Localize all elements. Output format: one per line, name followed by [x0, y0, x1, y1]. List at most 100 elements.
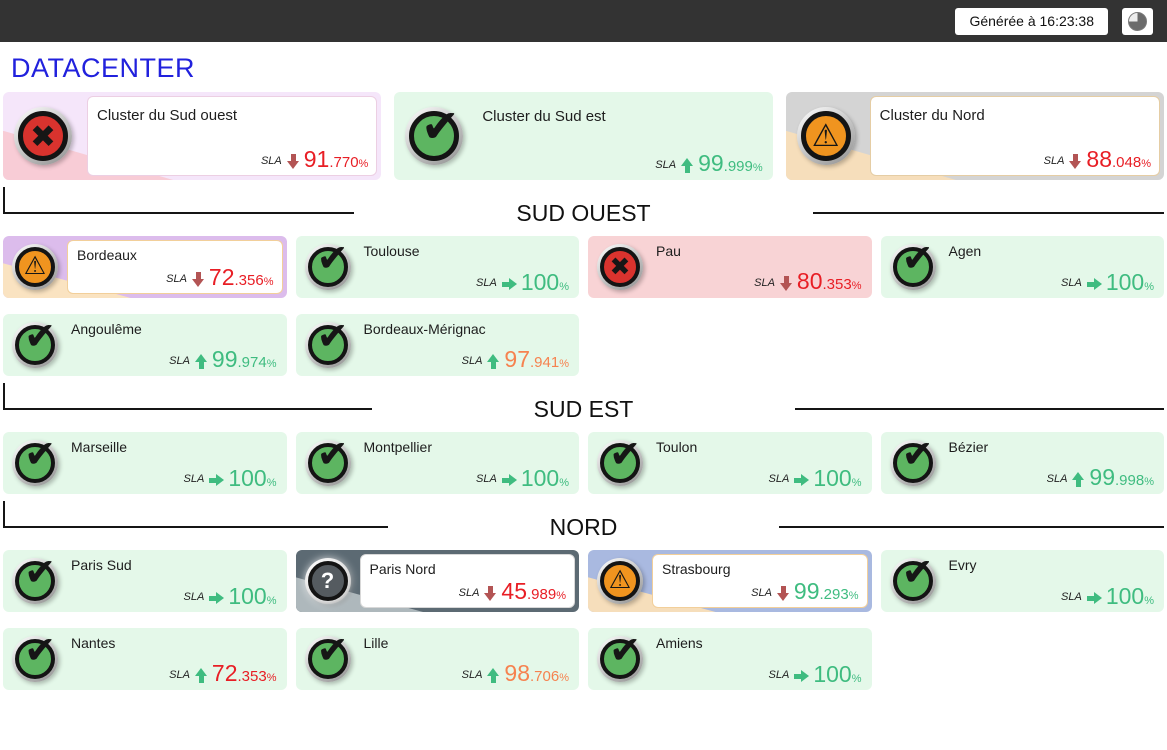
- site-name: Nantes: [71, 635, 116, 651]
- sla-label: SLA: [1061, 277, 1082, 289]
- sla-readout: SLA 72.353%: [169, 661, 276, 685]
- site-status-panel: Toulouse SLA 100%: [360, 236, 580, 298]
- sla-value: 100%: [813, 464, 862, 491]
- sla-value: 97.941%: [504, 346, 569, 372]
- site-status-panel: Paris Sud SLA 100%: [67, 550, 287, 612]
- trend-down-icon: [776, 586, 790, 601]
- site-card-toulouse[interactable]: ✔ Toulouse SLA 100%: [295, 236, 580, 298]
- trend-up-icon: [1072, 472, 1085, 487]
- site-card-amiens[interactable]: ✔ Amiens SLA 100%: [588, 628, 872, 690]
- sla-readout: SLA 99.293%: [751, 578, 859, 604]
- sla-value: 100%: [1105, 268, 1154, 295]
- check-icon: ✔: [304, 632, 351, 682]
- site-card-nantes[interactable]: ✔ Nantes SLA 72.353%: [3, 628, 287, 690]
- trend-steady-icon: [501, 474, 517, 487]
- sla-value: 99.998%: [1089, 464, 1154, 490]
- sla-label: SLA: [169, 669, 190, 681]
- site-name: Pau: [656, 243, 681, 259]
- sla-value: 99.974%: [211, 346, 277, 372]
- error-icon: ✖: [14, 107, 72, 165]
- site-name: Toulouse: [363, 243, 420, 259]
- divider-line: [3, 501, 388, 528]
- sud-ouest-grid: ⚠ Bordeaux SLA 72.356% ✔ Toulouse SLA 10…: [3, 236, 1164, 376]
- site-card-strasbourg[interactable]: ⚠ Strasbourg SLA 99.293%: [588, 550, 872, 612]
- trend-steady-icon: [1086, 278, 1102, 291]
- nord-grid: ✔ Paris Sud SLA 100% ? Paris Nord SLA 45…: [3, 550, 1164, 690]
- sla-value: 100%: [520, 464, 569, 491]
- trend-up-icon: [487, 354, 500, 369]
- trend-down-icon: [484, 586, 497, 601]
- site-card-evry[interactable]: ✔ Evry SLA 100%: [880, 550, 1165, 612]
- sla-readout: SLA 99.974%: [169, 346, 277, 372]
- sla-readout: SLA 100%: [769, 464, 862, 491]
- site-card-bordeaux[interactable]: ⚠ Bordeaux SLA 72.356%: [3, 236, 287, 298]
- sla-value: 100%: [228, 582, 277, 609]
- generated-time-button[interactable]: Générée à 16:23:38: [955, 7, 1108, 35]
- site-card-paris-sud[interactable]: ✔ Paris Sud SLA 100%: [3, 550, 287, 612]
- warning-icon: ⚠: [796, 107, 855, 165]
- site-card-marseille[interactable]: ✔ Marseille SLA 100%: [3, 432, 287, 494]
- cluster-card-sud-ouest[interactable]: ✖ Cluster du Sud ouest SLA 91.770%: [3, 92, 382, 180]
- section-header-sud-est: SUD EST: [3, 383, 1164, 430]
- sla-value: 99.293%: [793, 578, 859, 604]
- check-icon: ✔: [304, 240, 351, 290]
- sla-label: SLA: [260, 155, 282, 167]
- warning-icon: ⚠: [597, 558, 643, 604]
- site-name: Bordeaux: [77, 247, 137, 263]
- check-icon: ✔: [889, 554, 936, 604]
- site-status-panel: Nantes SLA 72.353%: [67, 628, 287, 690]
- check-icon: ✔: [889, 240, 936, 290]
- site-status-panel: Lille SLA 98.706%: [360, 628, 580, 690]
- divider-line: [779, 526, 1165, 528]
- site-status-panel: Montpellier SLA 100%: [360, 432, 580, 494]
- theme-toggle-button[interactable]: [1122, 7, 1153, 35]
- site-card-bezier[interactable]: ✔ Bézier SLA 99.998%: [880, 432, 1164, 494]
- question-icon: ?: [304, 558, 351, 604]
- check-icon: ✔: [304, 436, 351, 486]
- cluster-card-nord[interactable]: ⚠ Cluster du Nord SLA 88.048%: [785, 92, 1164, 180]
- section-header-sud-ouest: SUD OUEST: [3, 187, 1164, 234]
- site-card-agen[interactable]: ✔ Agen SLA 100%: [880, 236, 1165, 298]
- site-name: Evry: [948, 557, 977, 573]
- site-name: Toulon: [656, 439, 698, 455]
- sla-label: SLA: [169, 355, 190, 367]
- trend-down-icon: [286, 154, 300, 169]
- trend-steady-icon: [209, 474, 225, 487]
- sud-est-grid: ✔ Marseille SLA 100% ✔ Montpellier SLA 1…: [3, 432, 1164, 494]
- sla-readout: SLA 88.048%: [1044, 147, 1151, 171]
- sla-readout: SLA 97.941%: [462, 346, 569, 372]
- site-name: Paris Sud: [71, 557, 132, 573]
- site-card-angouleme[interactable]: ✔ Angoulême SLA 99.974%: [3, 314, 287, 376]
- site-status-panel: Bordeaux-Mérignac SLA 97.941%: [360, 314, 580, 376]
- sla-label: SLA: [768, 669, 790, 681]
- site-status-panel: Agen SLA 100%: [945, 236, 1165, 298]
- sla-readout: SLA 100%: [1061, 268, 1154, 295]
- sla-readout: SLA 100%: [476, 464, 569, 491]
- site-card-lille[interactable]: ✔ Lille SLA 98.706%: [295, 628, 580, 690]
- site-card-pau[interactable]: ✖ Pau SLA 80.353%: [588, 236, 872, 298]
- divider-line: [3, 383, 372, 410]
- site-card-toulon[interactable]: ✔ Toulon SLA 100%: [588, 432, 872, 494]
- check-icon: ✔: [12, 554, 58, 604]
- page-title: DATACENTER: [11, 53, 196, 83]
- divider-line: [795, 408, 1164, 410]
- site-status-panel: Pau SLA 80.353%: [652, 236, 872, 298]
- sla-value: 98.706%: [504, 660, 569, 686]
- sla-readout: SLA 72.356%: [166, 265, 273, 289]
- site-name: Amiens: [656, 635, 703, 651]
- check-icon: ✔: [12, 318, 58, 368]
- cluster-status-panel: Cluster du Sud ouest SLA 91.770%: [87, 96, 378, 176]
- topbar: Générée à 16:23:38: [0, 0, 1167, 42]
- site-card-montpellier[interactable]: ✔ Montpellier SLA 100%: [295, 432, 580, 494]
- contrast-pie-icon: [1128, 11, 1147, 31]
- site-status-panel: Evry SLA 100%: [945, 550, 1165, 612]
- site-card-paris-nord[interactable]: ? Paris Nord SLA 45.989%: [295, 550, 579, 612]
- site-card-bordeaux-merignac[interactable]: ✔ Bordeaux-Mérignac SLA 97.941%: [295, 314, 580, 376]
- sla-readout: SLA 100%: [1061, 584, 1154, 607]
- cluster-card-sud-est[interactable]: ✔ Cluster du Sud est SLA 99.999%: [394, 92, 773, 180]
- sla-label: SLA: [754, 277, 775, 289]
- section-title: NORD: [549, 513, 618, 540]
- cluster-status-panel: Cluster du Sud est SLA 99.999%: [478, 92, 772, 180]
- trend-steady-icon: [794, 670, 810, 683]
- section-title: SUD OUEST: [516, 199, 651, 226]
